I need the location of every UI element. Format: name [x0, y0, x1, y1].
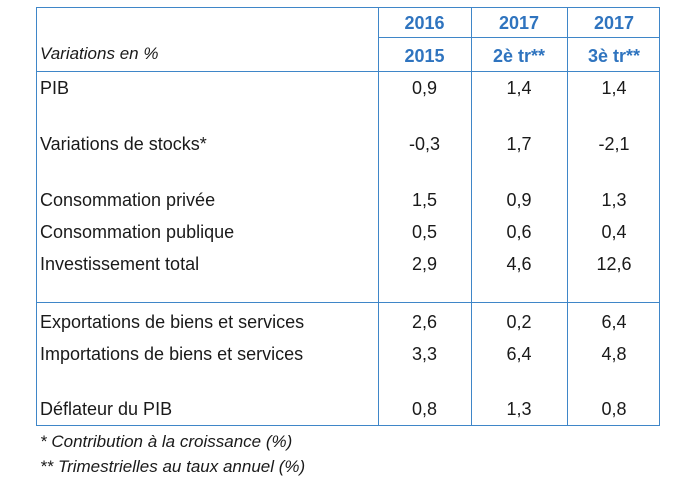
column-header-3-bottom: 3è tr**	[587, 46, 641, 66]
column-divider	[378, 8, 379, 425]
row-label-importations: Importations de biens et services	[40, 344, 304, 364]
table-cell: -2,1	[598, 134, 630, 154]
column-header-2-bottom: 2è tr**	[492, 46, 546, 66]
column-header-3-top: 2017	[593, 13, 635, 33]
table-cell: 0,6	[506, 222, 532, 242]
table-cell: 6,4	[506, 344, 532, 364]
table-cell: 0,8	[411, 399, 438, 419]
table-cell: 4,6	[506, 254, 532, 274]
table-cell: 1,4	[601, 78, 627, 98]
column-header-2-top: 2017	[498, 13, 540, 33]
table-cell: 0,2	[506, 312, 532, 332]
table-cell: 3,3	[411, 344, 438, 364]
row-label-variations-stocks: Variations de stocks*	[40, 134, 207, 154]
table-cell: 6,4	[601, 312, 627, 332]
header-bottom-divider	[37, 71, 659, 72]
column-divider	[471, 8, 472, 425]
header-mid-divider	[378, 37, 659, 38]
group-divider	[37, 302, 659, 303]
row-label-pib: PIB	[40, 78, 70, 98]
table-cell: 12,6	[596, 254, 632, 274]
footnote-trimestrielles: ** Trimestrielles au taux annuel (%)	[40, 457, 306, 476]
table-cell: 0,9	[411, 78, 438, 98]
data-table: Variations en % 2016 2015 2017 2è tr** 2…	[36, 7, 660, 426]
table-cell: 0,5	[411, 222, 438, 242]
table-cell: 1,3	[601, 190, 627, 210]
table-cell: 1,7	[506, 134, 532, 154]
table-cell: 0,4	[601, 222, 627, 242]
table-cell: 1,5	[411, 190, 438, 210]
row-label-exportations: Exportations de biens et services	[40, 312, 305, 332]
column-header-1-bottom: 2015	[404, 46, 445, 66]
table-cell: 1,4	[506, 78, 532, 98]
table-cell: 4,8	[601, 344, 627, 364]
table-cell: 0,9	[506, 190, 532, 210]
table-cell: 0,8	[601, 399, 627, 419]
row-label-investissement-total: Investissement total	[40, 254, 200, 274]
table-cell: -0,3	[408, 134, 441, 154]
table-caption: Variations en %	[40, 44, 159, 63]
table-cell: 1,3	[506, 399, 532, 419]
column-divider	[567, 8, 568, 425]
table-cell: 2,6	[411, 312, 438, 332]
row-label-consommation-publique: Consommation publique	[40, 222, 235, 242]
footnote-contribution: * Contribution à la croissance (%)	[40, 432, 293, 451]
table-cell: 2,9	[411, 254, 438, 274]
column-header-1-top: 2016	[404, 13, 445, 33]
row-label-consommation-privee: Consommation privée	[40, 190, 216, 210]
row-label-deflateur-pib: Déflateur du PIB	[40, 399, 173, 419]
